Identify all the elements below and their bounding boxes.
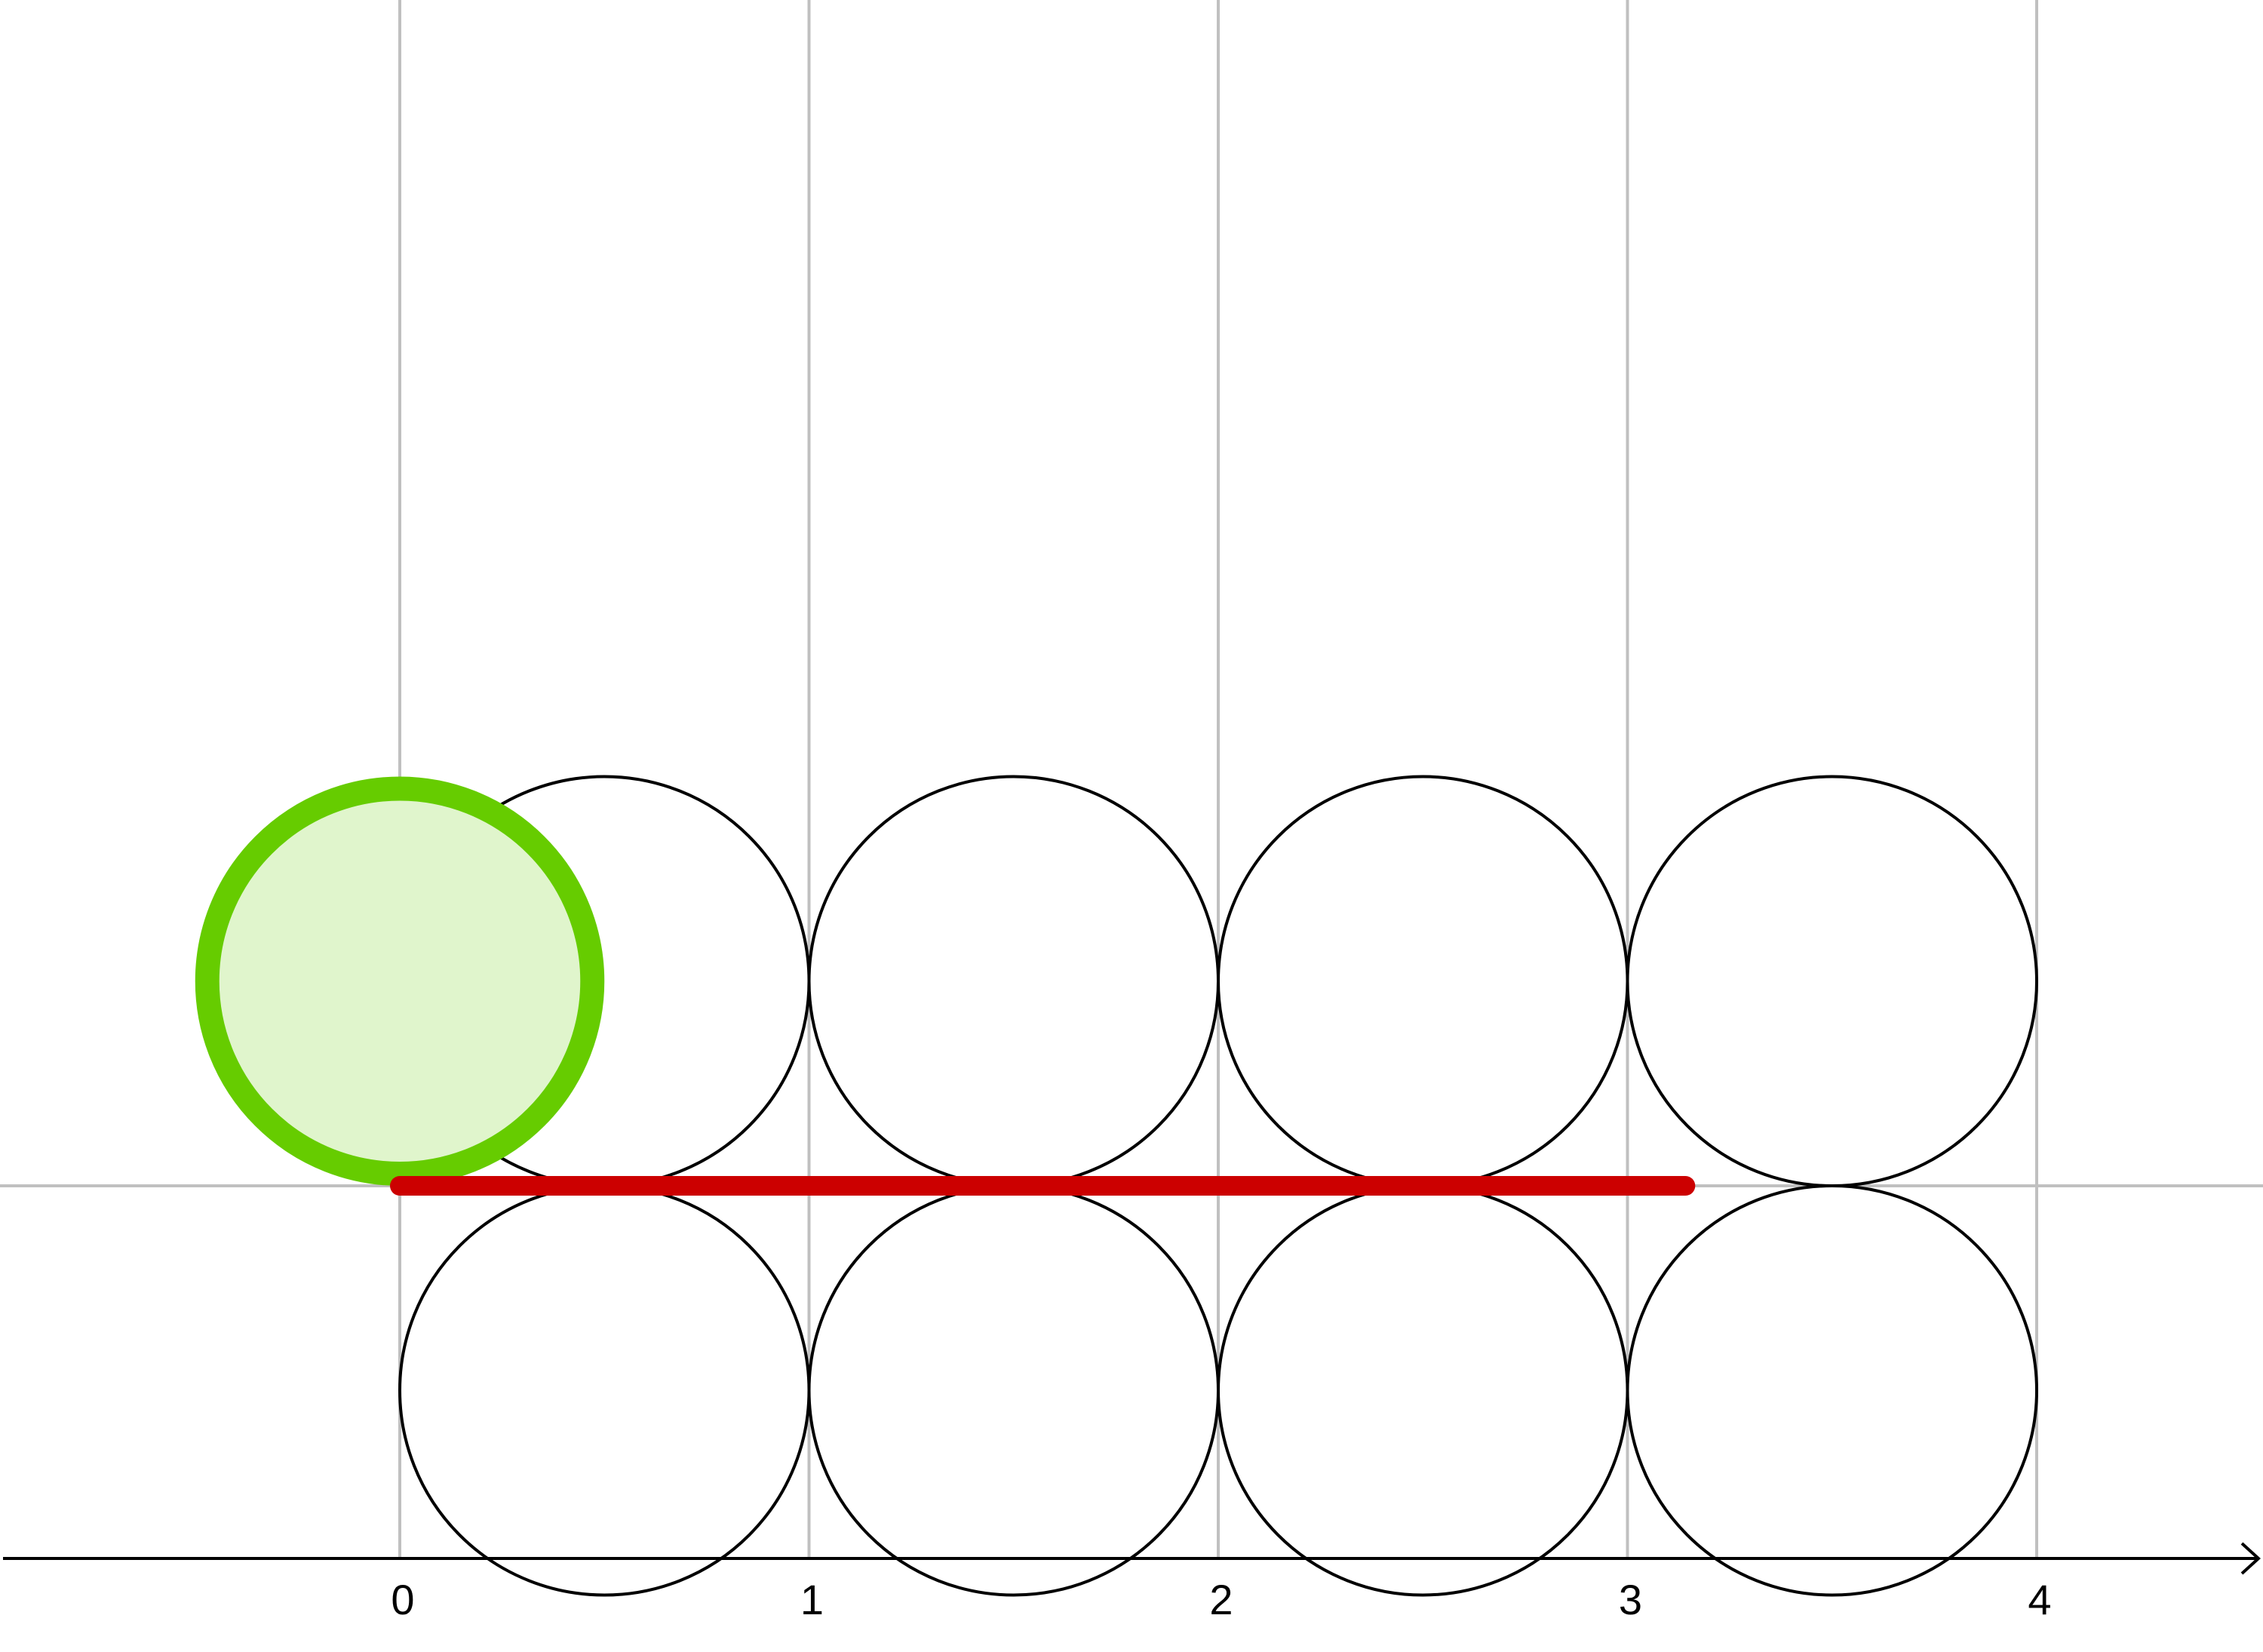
rolling-circle-group bbox=[195, 776, 605, 1186]
x-tick-label: 0 bbox=[391, 1576, 414, 1623]
circle bbox=[807, 1184, 1220, 1597]
rolling-circle bbox=[195, 776, 605, 1186]
x-tick-label: 2 bbox=[1209, 1576, 1233, 1623]
x-tick-label: 3 bbox=[1619, 1576, 1642, 1623]
circle bbox=[1626, 1184, 2038, 1597]
circle bbox=[1217, 1184, 1629, 1597]
x-tick-label: 4 bbox=[2028, 1576, 2051, 1623]
x-axis-arrow-icon bbox=[2240, 1542, 2261, 1575]
x-axis bbox=[3, 1542, 2261, 1575]
circle bbox=[1626, 775, 2038, 1187]
x-tick-label: 1 bbox=[800, 1576, 824, 1623]
x-axis-tick-labels: 0 1 2 3 4 bbox=[391, 1576, 2051, 1623]
grid bbox=[0, 0, 2263, 1558]
circle bbox=[1217, 775, 1629, 1187]
circle bbox=[807, 775, 1220, 1187]
circle bbox=[398, 1184, 811, 1597]
